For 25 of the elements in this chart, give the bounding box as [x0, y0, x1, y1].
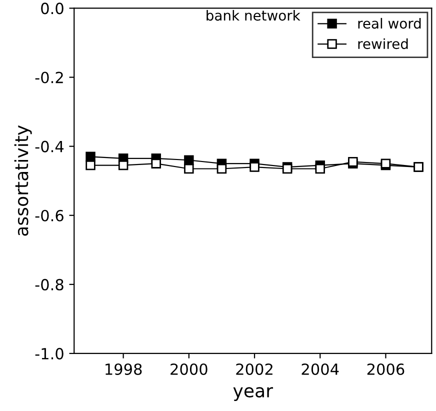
point [86, 160, 96, 170]
y-tick-label: -0.6 [35, 210, 64, 222]
x-tick-label: 2002 [236, 363, 272, 376]
y-tick-label: 0.0 [41, 2, 64, 14]
chart-title: bank network [206, 10, 300, 21]
point [86, 152, 96, 162]
y-tick-label: -0.8 [35, 278, 64, 290]
point [315, 164, 325, 174]
point [250, 162, 260, 172]
point [184, 155, 194, 165]
y-axis-title: assortativity [14, 125, 32, 236]
x-tick-label: 1998 [106, 363, 142, 376]
point [151, 158, 161, 168]
y-tick-label: -0.2 [35, 72, 63, 84]
point [216, 164, 227, 174]
legend-label: rewired [358, 38, 408, 50]
x-tick-label: 2006 [367, 363, 404, 376]
point [118, 160, 128, 170]
x-axis-title: year [233, 387, 274, 401]
x-tick-label: 2000 [170, 363, 208, 376]
x-tick-label: 2004 [302, 363, 339, 376]
y-tick-label: -1.0 [35, 348, 64, 360]
legend-label: real word [358, 18, 421, 29]
y-tick-label: -0.4 [35, 140, 64, 152]
point [184, 164, 194, 174]
